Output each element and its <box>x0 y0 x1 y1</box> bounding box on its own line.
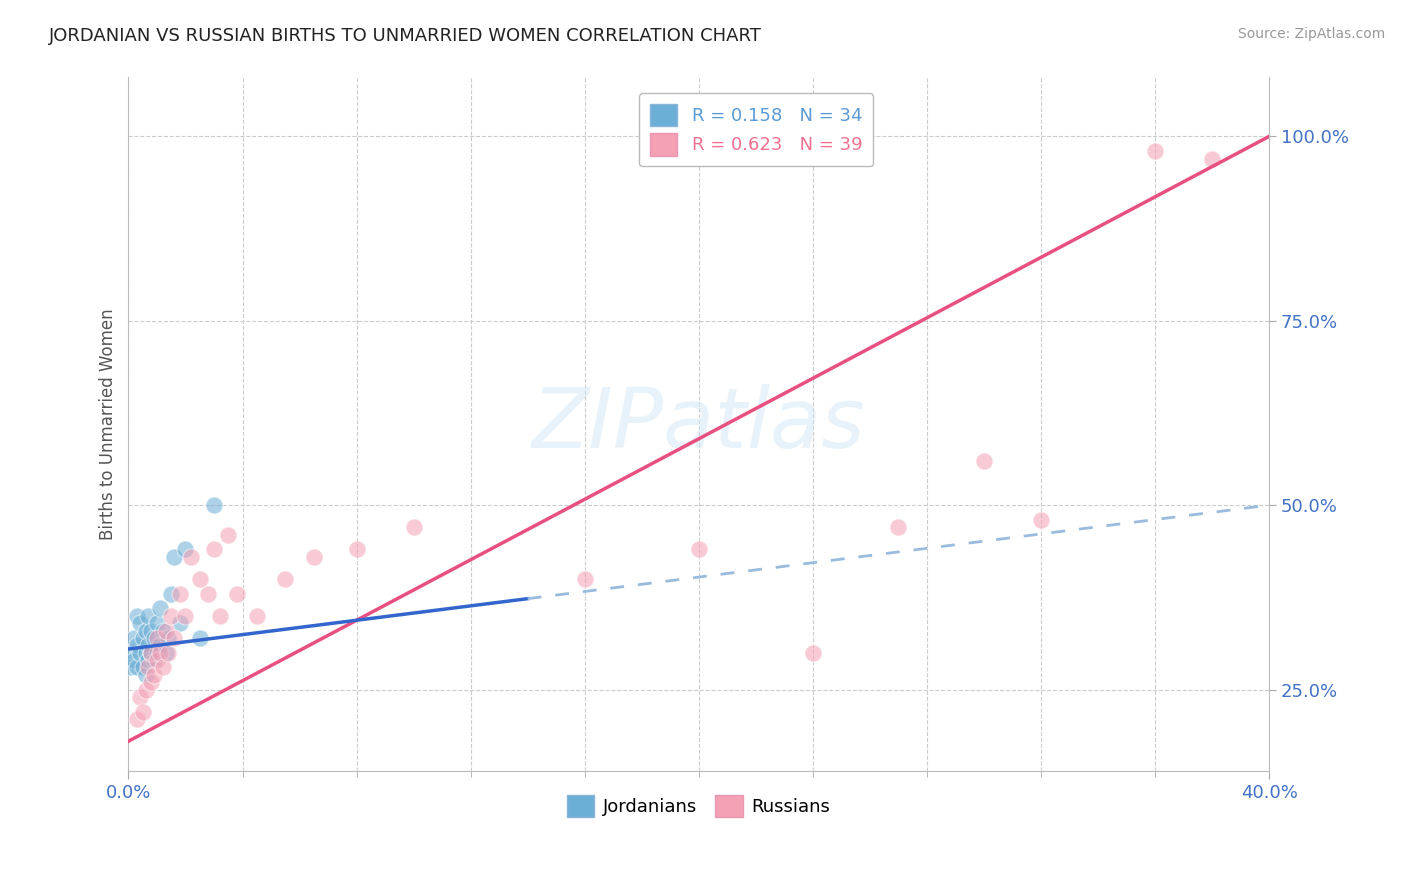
Point <box>143 653 166 667</box>
Point <box>1201 152 1223 166</box>
Point <box>141 646 163 660</box>
Point <box>138 653 160 667</box>
Point <box>488 793 510 807</box>
Point <box>1143 144 1166 158</box>
Point <box>217 527 239 541</box>
Point <box>135 682 157 697</box>
Point <box>973 454 995 468</box>
Point <box>1029 513 1052 527</box>
Point <box>160 608 183 623</box>
Point <box>128 690 150 704</box>
Point <box>274 572 297 586</box>
Point <box>801 646 824 660</box>
Point <box>149 646 172 660</box>
Point <box>146 616 169 631</box>
Text: Source: ZipAtlas.com: Source: ZipAtlas.com <box>1237 27 1385 41</box>
Point <box>146 653 169 667</box>
Point <box>132 631 155 645</box>
Point <box>180 549 202 564</box>
Point <box>125 712 148 726</box>
Point <box>887 520 910 534</box>
Point <box>225 587 247 601</box>
Legend: Jordanians, Russians: Jordanians, Russians <box>560 788 838 824</box>
Point <box>120 646 142 660</box>
Point <box>122 631 145 645</box>
Point <box>169 587 191 601</box>
Point <box>125 660 148 674</box>
Point <box>346 542 368 557</box>
Point <box>155 624 177 638</box>
Point <box>143 631 166 645</box>
Text: JORDANIAN VS RUSSIAN BIRTHS TO UNMARRIED WOMEN CORRELATION CHART: JORDANIAN VS RUSSIAN BIRTHS TO UNMARRIED… <box>49 27 762 45</box>
Point <box>128 616 150 631</box>
Point <box>163 631 186 645</box>
Point <box>152 660 174 674</box>
Point <box>149 638 172 652</box>
Point <box>138 638 160 652</box>
Point <box>402 520 425 534</box>
Point <box>202 542 225 557</box>
Point <box>135 624 157 638</box>
Point <box>169 616 191 631</box>
Point <box>188 631 211 645</box>
Point <box>688 542 710 557</box>
Point <box>197 587 219 601</box>
Point <box>122 653 145 667</box>
Point <box>128 646 150 660</box>
Point <box>155 646 177 660</box>
Point <box>174 608 197 623</box>
Point <box>174 542 197 557</box>
Point <box>125 638 148 652</box>
Text: ZIPatlas: ZIPatlas <box>531 384 866 465</box>
Point <box>141 624 163 638</box>
Point <box>138 608 160 623</box>
Point <box>135 668 157 682</box>
Point <box>120 660 142 674</box>
Point <box>246 608 269 623</box>
Point <box>163 549 186 564</box>
Point <box>149 601 172 615</box>
Point <box>574 572 596 586</box>
Point <box>302 549 325 564</box>
Point <box>138 660 160 674</box>
Point <box>132 705 155 719</box>
Point <box>146 646 169 660</box>
Point <box>152 624 174 638</box>
Y-axis label: Births to Unmarried Women: Births to Unmarried Women <box>100 309 117 540</box>
Point <box>208 608 231 623</box>
Point <box>141 646 163 660</box>
Point <box>141 675 163 690</box>
Point <box>157 631 180 645</box>
Point <box>146 631 169 645</box>
Point <box>202 498 225 512</box>
Point <box>143 668 166 682</box>
Point <box>135 646 157 660</box>
Point <box>160 587 183 601</box>
Point <box>188 572 211 586</box>
Point <box>132 660 155 674</box>
Point <box>157 646 180 660</box>
Point <box>125 608 148 623</box>
